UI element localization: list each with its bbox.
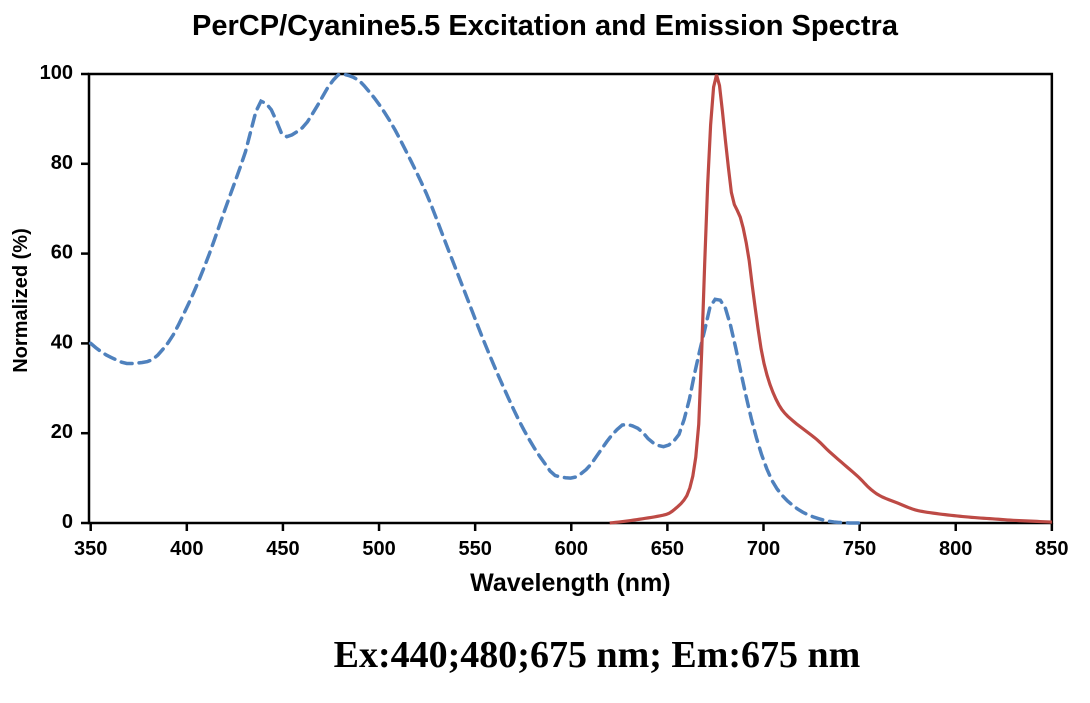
svg-text:500: 500 xyxy=(362,538,395,560)
svg-text:80: 80 xyxy=(51,152,73,174)
svg-text:400: 400 xyxy=(170,538,203,560)
svg-text:450: 450 xyxy=(266,538,299,560)
svg-text:600: 600 xyxy=(555,538,588,560)
svg-text:100: 100 xyxy=(40,62,73,84)
svg-text:750: 750 xyxy=(843,538,876,560)
svg-text:20: 20 xyxy=(51,421,73,443)
svg-text:800: 800 xyxy=(939,538,972,560)
svg-text:Normalized (%): Normalized (%) xyxy=(10,228,32,372)
svg-text:700: 700 xyxy=(747,538,780,560)
svg-text:0: 0 xyxy=(62,511,73,533)
svg-text:Wavelength (nm): Wavelength (nm) xyxy=(470,569,670,597)
svg-text:650: 650 xyxy=(651,538,684,560)
svg-text:850: 850 xyxy=(1035,538,1068,560)
svg-text:350: 350 xyxy=(74,538,107,560)
svg-text:550: 550 xyxy=(458,538,491,560)
svg-text:40: 40 xyxy=(51,331,73,353)
svg-text:60: 60 xyxy=(51,242,73,264)
